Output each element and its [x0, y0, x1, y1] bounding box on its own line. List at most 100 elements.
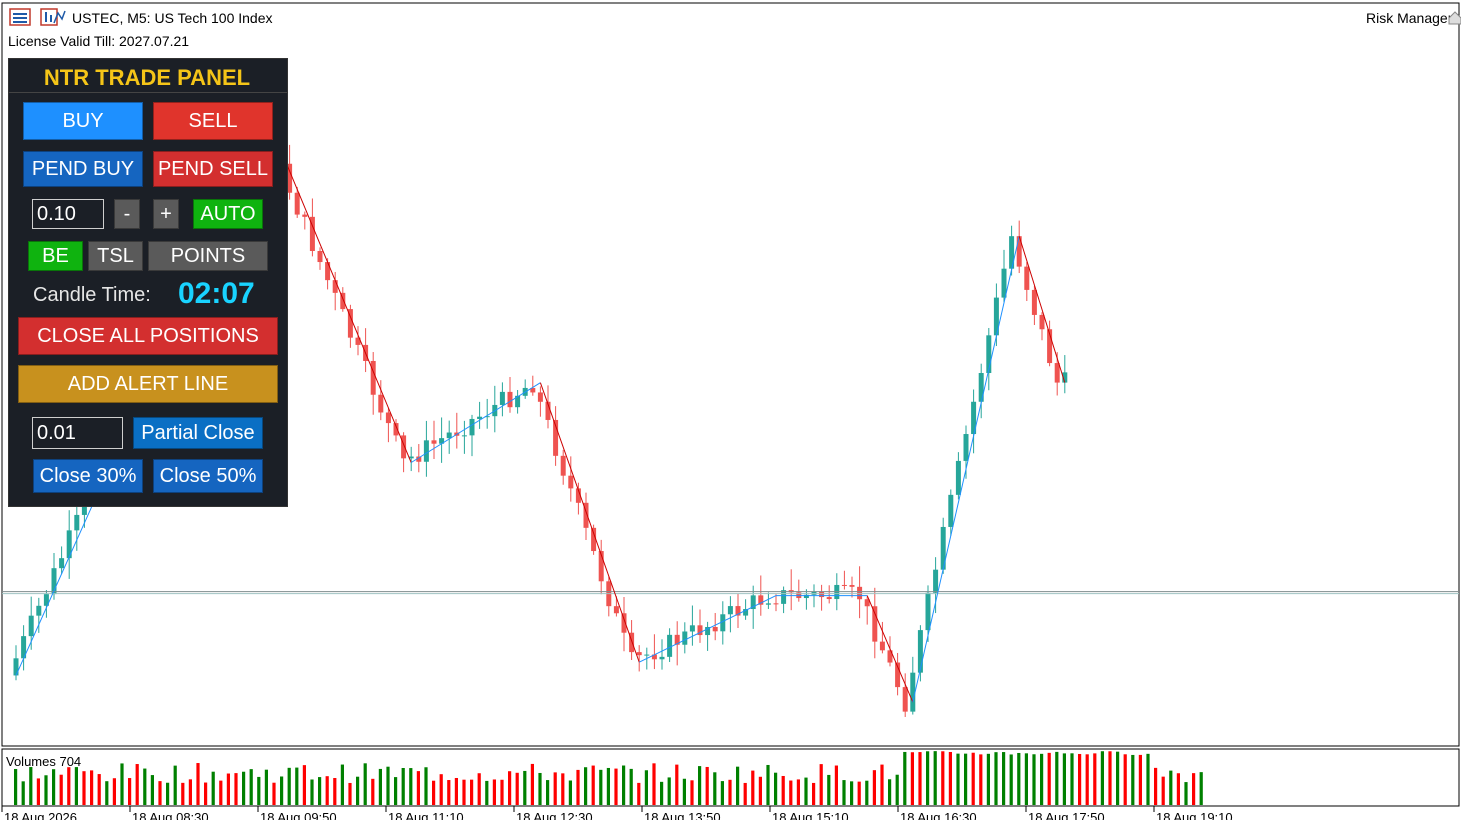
volume-bar — [933, 751, 937, 805]
close-all-positions-button[interactable]: CLOSE ALL POSITIONS — [18, 317, 278, 355]
volume-bar — [1009, 754, 1013, 805]
partial-close-button[interactable]: Partial Close — [133, 417, 263, 449]
volume-bar — [675, 764, 679, 805]
chart-windows-icon[interactable] — [9, 8, 31, 26]
volume-bar — [591, 765, 595, 805]
volume-bar — [842, 780, 846, 805]
close-30-button[interactable]: Close 30% — [33, 459, 143, 493]
candle-body — [446, 432, 452, 439]
volume-bar — [1100, 751, 1104, 805]
volume-bar — [401, 767, 405, 805]
candle-body — [750, 595, 756, 610]
candle-body — [758, 595, 764, 605]
volume-bar — [325, 776, 329, 805]
candle-body — [355, 337, 361, 345]
volume-bar — [910, 752, 914, 805]
volume-bar — [249, 769, 253, 805]
pend-buy-button[interactable]: PEND BUY — [23, 151, 143, 187]
volume-bar — [242, 771, 246, 805]
candle-body — [879, 641, 885, 651]
volume-bar — [257, 776, 261, 805]
volume-bar — [14, 768, 18, 805]
candle-body — [925, 592, 931, 631]
add-alert-line-button[interactable]: ADD ALERT LINE — [18, 365, 278, 403]
buy-button[interactable]: BUY — [23, 102, 143, 140]
volume-bar — [158, 781, 162, 805]
candle-body — [773, 603, 779, 605]
candle-body — [887, 650, 893, 663]
volume-bar — [728, 779, 732, 805]
hat-icon[interactable] — [1448, 8, 1461, 26]
volume-bar — [576, 769, 580, 805]
volume-bar — [1024, 753, 1028, 805]
license-text: License Valid Till: 2027.07.21 — [8, 33, 190, 49]
candle-body — [28, 615, 34, 637]
volume-bar — [553, 772, 557, 805]
trading-chart-icon[interactable] — [40, 7, 66, 27]
candle-body — [636, 652, 642, 656]
volume-bar — [67, 767, 71, 805]
volume-bar — [523, 770, 527, 805]
volume-bar — [652, 763, 656, 805]
candle-body — [385, 412, 391, 424]
tsl-button[interactable]: TSL — [88, 241, 143, 271]
volume-bar — [1184, 782, 1188, 805]
candle-body — [431, 440, 437, 444]
volume-bar — [363, 763, 367, 805]
volume-bar — [1002, 752, 1006, 805]
candle-body — [439, 438, 445, 444]
volume-bar — [310, 779, 314, 805]
volume-bar — [59, 774, 63, 805]
zigzag-up-segment — [638, 595, 777, 663]
partial-close-input[interactable] — [32, 417, 123, 449]
be-button[interactable]: BE — [28, 241, 83, 271]
volume-bar — [173, 765, 177, 805]
volume-bar — [416, 771, 420, 805]
volume-bar — [181, 782, 185, 805]
volume-bar — [492, 779, 496, 805]
volume-bar — [356, 776, 360, 805]
candle-body — [963, 434, 969, 461]
volume-bar — [956, 753, 960, 805]
volume-bar — [644, 770, 648, 805]
lot-size-input[interactable] — [32, 199, 104, 229]
volume-bar — [1108, 751, 1112, 805]
candle-body — [583, 502, 589, 528]
volume-bar — [226, 773, 230, 805]
candle-body — [43, 594, 49, 606]
volume-bar — [622, 765, 626, 805]
volume-bar — [424, 767, 428, 805]
candle-body — [545, 401, 551, 420]
volume-bar — [1116, 751, 1120, 805]
risk-manager-label[interactable]: Risk Manager — [1366, 10, 1453, 26]
close-50-button[interactable]: Close 50% — [153, 459, 263, 493]
volume-bars-group — [14, 751, 1203, 805]
volume-bar — [804, 777, 808, 805]
candle-time-label: Candle Time: — [33, 284, 151, 306]
volume-bar — [994, 752, 998, 805]
volume-bar — [812, 782, 816, 805]
time-axis-label: 18 Aug 11:10 — [388, 810, 464, 820]
candle-body — [986, 335, 992, 374]
candle-body — [872, 606, 878, 642]
volume-bar — [462, 779, 466, 805]
sell-button[interactable]: SELL — [153, 102, 273, 140]
pend-sell-button[interactable]: PEND SELL — [153, 151, 273, 187]
candle-body — [902, 687, 908, 712]
candle-body — [317, 251, 323, 263]
candle-body — [727, 606, 733, 615]
volume-bar — [1138, 754, 1142, 805]
points-button[interactable]: POINTS — [148, 241, 268, 271]
lot-increase-button[interactable]: + — [153, 199, 179, 229]
volume-bar — [234, 773, 238, 805]
time-axis-label: 18 Aug 09:50 — [260, 810, 337, 820]
candle-body — [477, 416, 483, 419]
volume-bar — [796, 779, 800, 805]
auto-button[interactable]: AUTO — [193, 199, 263, 229]
lot-decrease-button[interactable]: - — [114, 199, 140, 229]
volume-bar — [454, 777, 458, 805]
candle-body — [803, 594, 809, 599]
volume-bar — [470, 779, 474, 805]
candle-body — [325, 262, 331, 281]
candle-body — [598, 551, 604, 582]
